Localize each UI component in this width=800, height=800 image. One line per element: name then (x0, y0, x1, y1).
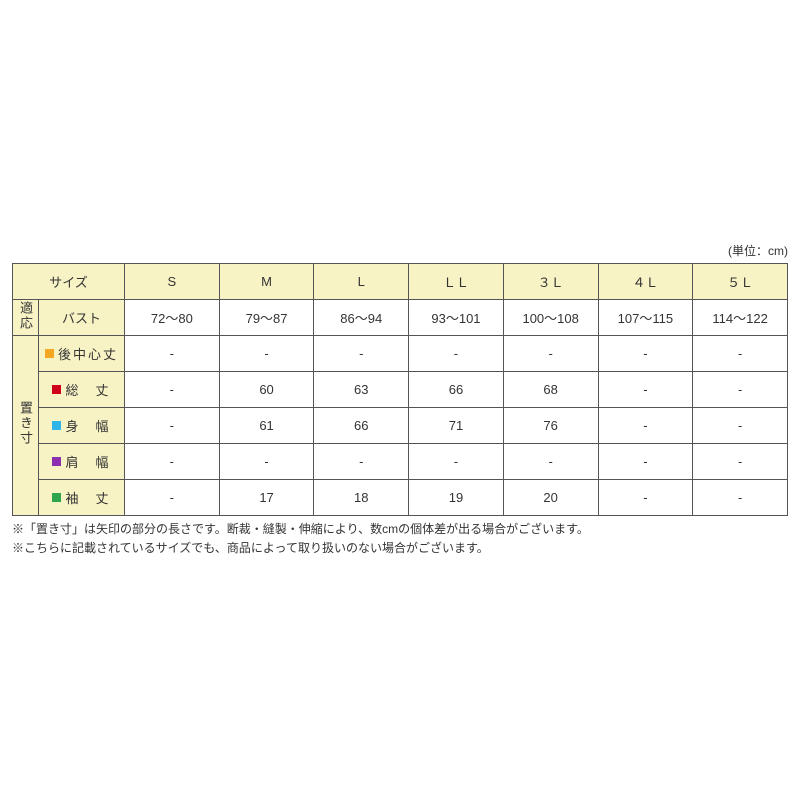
bust-label: バスト (39, 299, 125, 335)
size-header: サイズ (13, 263, 125, 299)
okisun-label-3: 肩 幅 (39, 443, 125, 479)
okisun-label-4: 袖 丈 (39, 479, 125, 515)
marker-icon (52, 421, 61, 430)
bust-LL: 93～101 (409, 299, 504, 335)
unit-label: (単位：cm) (12, 242, 788, 259)
bust-S: 72～80 (125, 299, 220, 335)
size-chart-table: サイズ S M L ＬＬ ３Ｌ ４Ｌ ５Ｌ 適応 バスト 72～80 79～87… (12, 263, 788, 516)
bust-3L: 100～108 (503, 299, 598, 335)
okisun-label-1: 総 丈 (39, 371, 125, 407)
marker-icon (52, 385, 61, 394)
marker-icon (45, 349, 54, 358)
footnote-1: ※「置き寸」は矢印の部分の長さです。断裁・縫製・伸縮により、数cmの個体差が出る… (12, 520, 788, 539)
okisun-row-1: 総 丈 - 60 63 66 68 - - (13, 371, 788, 407)
size-col-M: M (219, 263, 314, 299)
okisun-row-4: 袖 丈 - 17 18 19 20 - - (13, 479, 788, 515)
size-col-3L: ３Ｌ (503, 263, 598, 299)
footnote-2: ※こちらに記載されているサイズでも、商品によって取り扱いのない場合がございます。 (12, 539, 788, 558)
marker-icon (52, 457, 61, 466)
bust-5L: 114～122 (693, 299, 788, 335)
tekiou-row: 適応 バスト 72～80 79～87 86～94 93～101 100～108 … (13, 299, 788, 335)
bust-M: 79～87 (219, 299, 314, 335)
okisun-label-2: 身 幅 (39, 407, 125, 443)
okisun-row-0: 置き寸 後中心丈 - - - - - - - (13, 335, 788, 371)
bust-4L: 107～115 (598, 299, 693, 335)
header-row: サイズ S M L ＬＬ ３Ｌ ４Ｌ ５Ｌ (13, 263, 788, 299)
bust-L: 86～94 (314, 299, 409, 335)
size-col-LL: ＬＬ (409, 263, 504, 299)
okisun-row-3: 肩 幅 - - - - - - - (13, 443, 788, 479)
size-col-L: L (314, 263, 409, 299)
size-col-5L: ５Ｌ (693, 263, 788, 299)
tekiou-group-label: 適応 (13, 299, 39, 335)
size-col-4L: ４Ｌ (598, 263, 693, 299)
size-col-S: S (125, 263, 220, 299)
okisun-row-2: 身 幅 - 61 66 71 76 - - (13, 407, 788, 443)
okisun-label-0: 後中心丈 (39, 335, 125, 371)
footnotes: ※「置き寸」は矢印の部分の長さです。断裁・縫製・伸縮により、数cmの個体差が出る… (12, 520, 788, 558)
okisun-group-label: 置き寸 (13, 335, 39, 515)
marker-icon (52, 493, 61, 502)
